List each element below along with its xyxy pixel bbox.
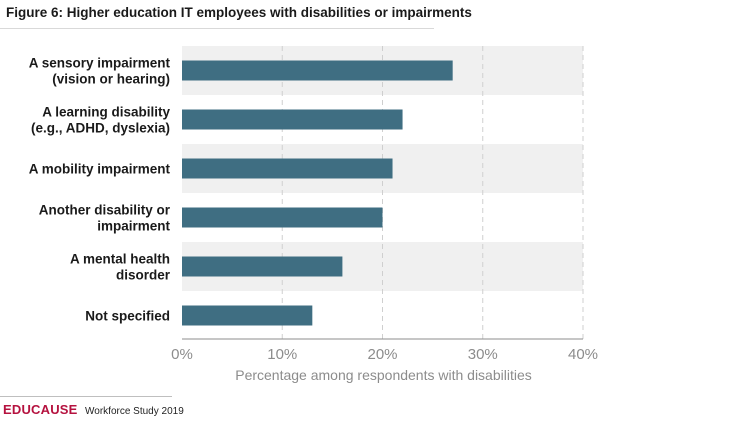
x-tick-label: 30%	[468, 346, 498, 363]
category-label-line: Another disability or	[39, 203, 171, 218]
figure-title: Figure 6: Higher education IT employees …	[6, 5, 472, 20]
category-label: Another disability or impairment	[39, 203, 171, 234]
x-axis-ticks: 0% 10% 20% 30% 40%	[171, 346, 598, 363]
category-label-line: A mental health	[70, 252, 170, 267]
category-label-line: disorder	[116, 268, 171, 283]
x-axis-title: Percentage among respondents with disabi…	[235, 367, 532, 383]
bar	[182, 158, 393, 179]
bar	[182, 256, 343, 277]
category-label-line: (vision or hearing)	[52, 72, 170, 87]
category-label-line: impairment	[97, 219, 170, 234]
bar	[182, 109, 403, 130]
bar	[182, 305, 313, 326]
gridlines	[281, 46, 584, 339]
category-label-line: A mobility impairment	[29, 162, 171, 177]
category-label-line: (e.g., ADHD, dyslexia)	[31, 121, 170, 136]
category-label: A learning disability (e.g., ADHD, dyslex…	[31, 105, 171, 136]
category-label: A mental health disorder	[70, 252, 171, 283]
bar	[182, 207, 383, 228]
category-label: A sensory impairment (vision or hearing)	[29, 56, 171, 87]
x-tick-label: 10%	[267, 346, 297, 363]
title-divider	[0, 28, 434, 29]
category-label-line: A learning disability	[42, 105, 170, 120]
x-tick-label: 20%	[367, 346, 397, 363]
study-name: Workforce Study 2019	[85, 406, 184, 417]
x-tick-label: 40%	[568, 346, 598, 363]
bar	[182, 60, 453, 81]
category-label-line: A sensory impairment	[29, 56, 171, 71]
educause-logo: EDUCAUSE	[3, 402, 78, 417]
x-tick-label: 0%	[171, 346, 193, 363]
category-label: A mobility impairment	[29, 162, 171, 177]
footer-divider	[0, 396, 172, 397]
bars	[182, 60, 453, 326]
category-label-line: Not specified	[85, 309, 170, 324]
category-labels: A sensory impairment (vision or hearing)A…	[29, 56, 171, 324]
footer: EDUCAUSE Workforce Study 2019	[3, 401, 184, 419]
category-label: Not specified	[85, 309, 170, 324]
